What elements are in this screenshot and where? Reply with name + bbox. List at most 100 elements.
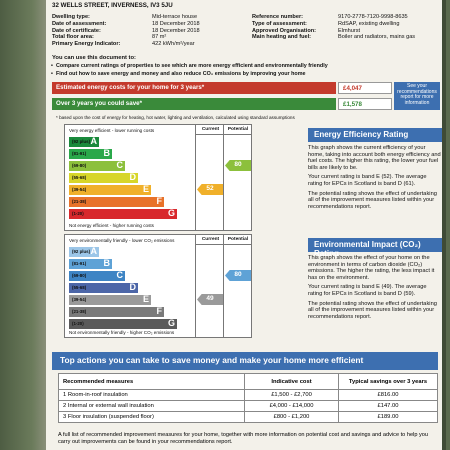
eer-title: Energy Efficiency Rating xyxy=(308,128,442,142)
eer-description: This graph shows the current efficiency … xyxy=(308,145,442,213)
use-heading: You can use this document to: xyxy=(52,55,136,61)
detail-row: Total floor area: 87 m² xyxy=(52,34,167,41)
property-address: 32 WELLS STREET, INVERNESS, IV3 5JU xyxy=(52,2,173,9)
band-range: (1-20) xyxy=(72,321,84,326)
potential-rating-marker: 80 xyxy=(225,160,251,171)
potential-column-header: Potential xyxy=(227,127,249,132)
environmental-impact-chart: Current Potential Very environmentally f… xyxy=(64,234,252,338)
chart-divider xyxy=(223,235,224,337)
chart-top-label: Very energy efficient - lower running co… xyxy=(69,128,155,133)
chart-divider xyxy=(195,244,251,245)
band-letter: D xyxy=(129,172,137,182)
band-letter: E xyxy=(142,184,149,194)
rating-band-f: (21-38) F xyxy=(69,306,164,317)
rating-band-f: (21-38) F xyxy=(69,196,164,207)
recommended-measures-table: Recommended measures Indicative cost Typ… xyxy=(58,373,438,423)
band-range: (69-80) xyxy=(72,273,87,278)
energy-efficiency-chart: Current Potential Very energy efficient … xyxy=(64,124,252,231)
save-value: £1,578 xyxy=(338,98,392,110)
band-range: (92 plus) xyxy=(72,139,91,144)
rating-band-b: (81-91) B xyxy=(69,258,112,269)
band-letter: G xyxy=(167,318,175,328)
rating-band-c: (69-80) C xyxy=(69,160,125,171)
eir-description: This graph shows the effect of your home… xyxy=(308,255,442,323)
rating-band-g: (1-20) G xyxy=(69,208,177,219)
detail-row: Date of certificate: 18 December 2018 xyxy=(52,27,200,34)
band-letter: A xyxy=(90,246,98,256)
column-header: Recommended measures xyxy=(58,373,245,390)
current-column-header: Current xyxy=(201,127,220,132)
band-letter: F xyxy=(156,196,163,206)
detail-row: Approved Organisation: Elmhurst xyxy=(252,27,361,34)
band-letter: B xyxy=(103,148,111,158)
band-range: (69-80) xyxy=(72,163,87,168)
eer-paragraph: The potential rating shows the effect of… xyxy=(308,190,437,210)
see-recommendations-box: See your recommendations report for more… xyxy=(394,82,440,110)
table-row: 2 Internal or external wall insulation £… xyxy=(58,400,438,412)
chart-divider xyxy=(223,125,224,230)
table-surface-right xyxy=(442,0,446,450)
chart-bottom-label: Not energy efficient - higher running co… xyxy=(69,223,154,228)
table-row: 3 Floor insulation (suspended floor) £80… xyxy=(58,411,438,423)
rating-band-b: (81-91) B xyxy=(69,148,112,159)
chart-top-label: Very environmentally friendly - lower CO… xyxy=(69,238,175,243)
band-range: (39-54) xyxy=(72,297,87,302)
band-range: (55-68) xyxy=(72,285,87,290)
band-range: (39-54) xyxy=(72,187,87,192)
band-letter: F xyxy=(156,306,163,316)
band-range: (81-91) xyxy=(72,261,87,266)
band-range: (55-68) xyxy=(72,175,87,180)
band-letter: B xyxy=(103,258,111,268)
rating-band-d: (55-68) D xyxy=(69,282,138,293)
table-row: 1 Room-in-roof insulation £1,500 - £2,70… xyxy=(58,389,438,401)
potential-column-header: Potential xyxy=(227,237,249,242)
rating-band-g: (1-20) G xyxy=(69,318,177,329)
eir-paragraph: This graph shows the effect of your home… xyxy=(308,255,435,281)
detail-row: Type of assessment: RdSAP, existing dwell… xyxy=(252,20,400,27)
chart-bottom-label: Not environmentally friendly - higher CO… xyxy=(69,330,175,335)
detail-row: Primary Energy Indicator: 422 kWh/m²/year xyxy=(52,41,195,48)
band-range: (92 plus) xyxy=(72,249,91,254)
column-header: Typical savings over 3 years xyxy=(338,373,438,390)
actions-footer-text: A full list of recommended improvement m… xyxy=(58,432,429,445)
detail-row: Date of assessment: 18 December 2018 xyxy=(52,20,200,27)
eer-paragraph: Your current rating is band E (52). The … xyxy=(308,174,427,187)
chart-divider xyxy=(195,235,196,337)
rating-band-e: (39-54) E xyxy=(69,294,151,305)
eir-paragraph: The potential rating shows the effect of… xyxy=(308,300,437,320)
current-rating-marker: 49 xyxy=(197,294,223,305)
save-label: Over 3 years you could save* xyxy=(52,98,336,110)
band-letter: D xyxy=(129,282,137,292)
eer-paragraph: This graph shows the current efficiency … xyxy=(308,145,441,171)
cost-footnote: * based upon the cost of energy for heat… xyxy=(56,115,295,120)
band-letter: C xyxy=(116,270,124,280)
chart-divider xyxy=(195,134,251,135)
band-letter: E xyxy=(142,294,149,304)
detail-row: Dwelling type: Mid-terrace house xyxy=(52,14,198,20)
property-details-right: Reference number: 9170-2778-7120-9998-863… xyxy=(252,14,438,41)
detail-row: Main heating and fuel: Boiler and radiato… xyxy=(252,34,416,41)
eir-paragraph: Your current rating is band E (49). The … xyxy=(308,284,427,297)
rating-band-d: (55-68) D xyxy=(69,172,138,183)
detail-row: Reference number: 9170-2778-7120-9998-863… xyxy=(252,14,408,20)
band-range: (21-38) xyxy=(72,309,87,314)
potential-rating-marker: 80 xyxy=(225,270,251,281)
table-header-row: Recommended measures Indicative cost Typ… xyxy=(58,373,438,390)
rating-band-c: (69-80) C xyxy=(69,270,125,281)
top-actions-heading: Top actions you can take to save money a… xyxy=(52,352,438,370)
property-details-left: Dwelling type: Mid-terrace house Date of … xyxy=(52,14,200,48)
table-surface-left xyxy=(0,0,46,450)
bullet-compare: Compare current ratings of properties to… xyxy=(51,63,328,69)
band-letter: C xyxy=(116,160,124,170)
rating-band-a: (92 plus) A xyxy=(69,136,99,147)
rating-band-e: (39-54) E xyxy=(69,184,151,195)
chart-divider xyxy=(195,125,196,230)
estimated-cost-label: Estimated energy costs for your home for… xyxy=(52,82,336,94)
rating-band-a: (92 plus) A xyxy=(69,246,99,257)
column-header: Indicative cost xyxy=(244,373,339,390)
band-letter: A xyxy=(90,136,98,146)
band-range: (21-38) xyxy=(72,199,87,204)
band-range: (1-20) xyxy=(72,211,84,216)
eir-title: Environmental Impact (CO₂) Rating xyxy=(308,238,442,258)
band-range: (81-91) xyxy=(72,151,87,156)
